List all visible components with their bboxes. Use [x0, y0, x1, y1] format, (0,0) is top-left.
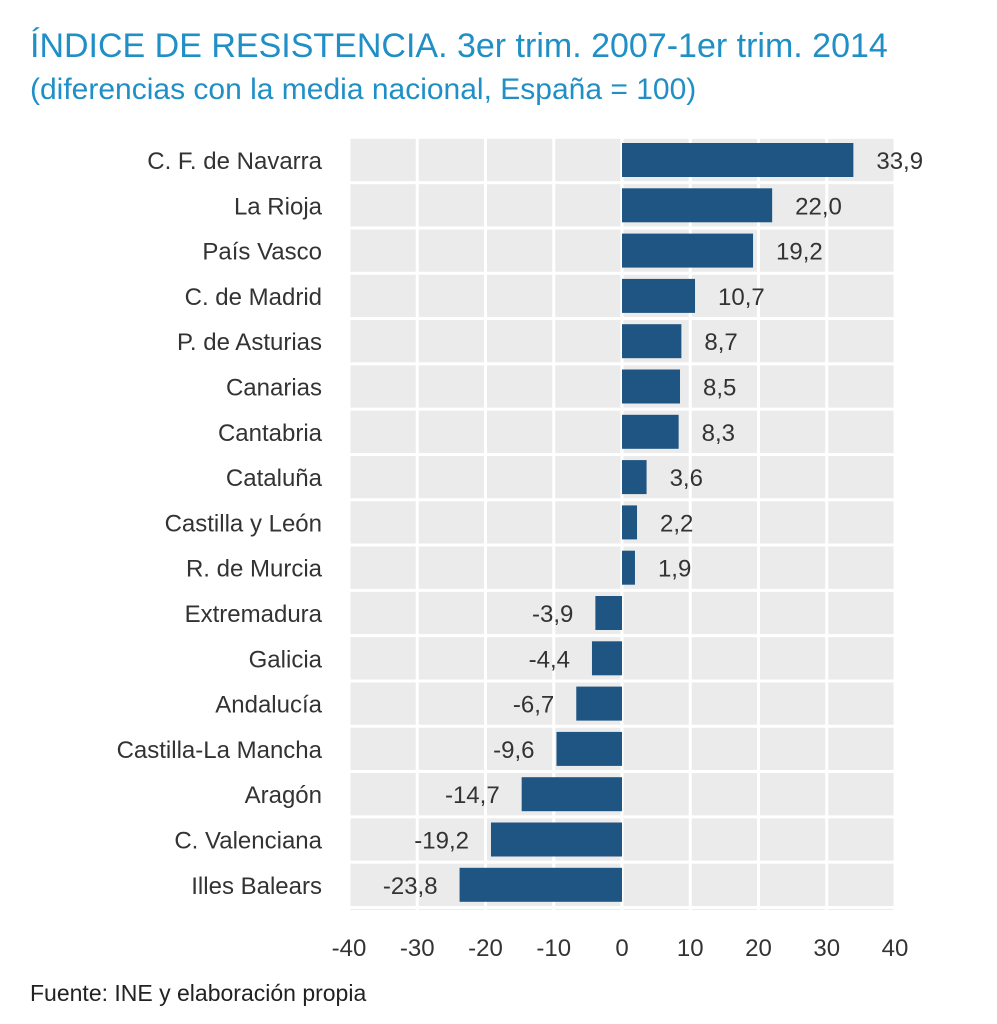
category-label: La Rioja	[234, 193, 323, 220]
category-label: País Vasco	[202, 239, 322, 266]
value-label: 8,3	[702, 420, 735, 447]
bar	[490, 822, 622, 857]
bar	[459, 867, 622, 902]
x-tick-label: -10	[536, 935, 571, 962]
category-label: Canarias	[226, 375, 322, 402]
bar	[622, 324, 682, 359]
bar	[622, 369, 681, 404]
value-label: 3,6	[670, 465, 703, 492]
category-label: Cantabria	[218, 420, 323, 447]
value-label: -23,8	[383, 873, 438, 900]
x-tick-label: 20	[745, 935, 772, 962]
value-label: 8,7	[704, 329, 737, 356]
category-label: Aragón	[245, 782, 322, 809]
value-label: 22,0	[795, 193, 842, 220]
bar	[622, 143, 854, 177]
category-label: C. de Madrid	[185, 284, 322, 311]
category-label: R. de Murcia	[186, 556, 323, 583]
value-label: -14,7	[445, 782, 500, 809]
chart-title: ÍNDICE DE RESISTENCIA. 3er trim. 2007-1e…	[30, 27, 888, 65]
value-label: -19,2	[414, 828, 469, 855]
bar	[622, 460, 647, 495]
category-label: Andalucía	[215, 692, 322, 719]
category-label: Castilla-La Mancha	[117, 737, 323, 764]
value-label: -9,6	[493, 737, 534, 764]
bar	[591, 641, 622, 676]
bar	[622, 550, 635, 585]
x-tick-label: -20	[468, 935, 503, 962]
bar	[521, 777, 622, 812]
x-tick-label: 10	[677, 935, 704, 962]
category-label: C. F. de Navarra	[147, 148, 322, 175]
x-tick-label: -30	[400, 935, 435, 962]
bar	[622, 233, 754, 268]
x-tick-label: -40	[332, 935, 367, 962]
chart-subtitle: (diferencias con la media nacional, Espa…	[30, 73, 697, 106]
source-note: Fuente: INE y elaboración propia	[30, 980, 367, 1006]
bar	[622, 414, 679, 449]
bar-chart: C. F. de Navarra 33,9 La Rioja 22,0 País Vas…	[117, 135, 923, 962]
value-label: 10,7	[718, 284, 765, 311]
value-label: 2,2	[660, 510, 693, 537]
value-label: -4,4	[529, 646, 570, 673]
category-label: Extremadura	[185, 601, 323, 628]
value-label: 33,9	[876, 148, 923, 175]
bar	[622, 188, 773, 223]
x-tick-label: 30	[813, 935, 840, 962]
category-label: C. Valenciana	[174, 828, 322, 855]
category-label: Cataluña	[226, 465, 323, 492]
value-label: 19,2	[776, 239, 823, 266]
category-label: Galicia	[249, 646, 323, 673]
x-tick-label: 0	[615, 935, 628, 962]
bar	[556, 731, 622, 766]
value-label: 8,5	[703, 375, 736, 402]
x-tick-label: 40	[882, 935, 909, 962]
value-label: 1,9	[658, 556, 691, 583]
bar	[576, 686, 622, 721]
value-label: -3,9	[532, 601, 573, 628]
bar	[622, 278, 696, 313]
bar	[622, 505, 638, 540]
category-label: Castilla y León	[165, 510, 322, 537]
value-label: -6,7	[513, 692, 554, 719]
category-label: Illes Balears	[191, 873, 322, 900]
bar	[595, 596, 622, 630]
category-label: P. de Asturias	[177, 329, 322, 356]
